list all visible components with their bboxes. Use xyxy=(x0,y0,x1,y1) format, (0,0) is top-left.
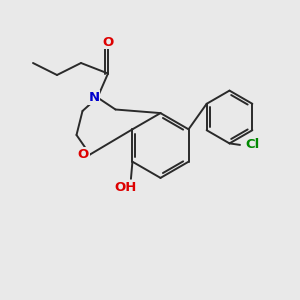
Text: OH: OH xyxy=(115,181,137,194)
Text: O: O xyxy=(78,148,89,161)
Text: O: O xyxy=(102,35,114,49)
Text: N: N xyxy=(88,91,100,104)
Text: Cl: Cl xyxy=(245,138,259,152)
